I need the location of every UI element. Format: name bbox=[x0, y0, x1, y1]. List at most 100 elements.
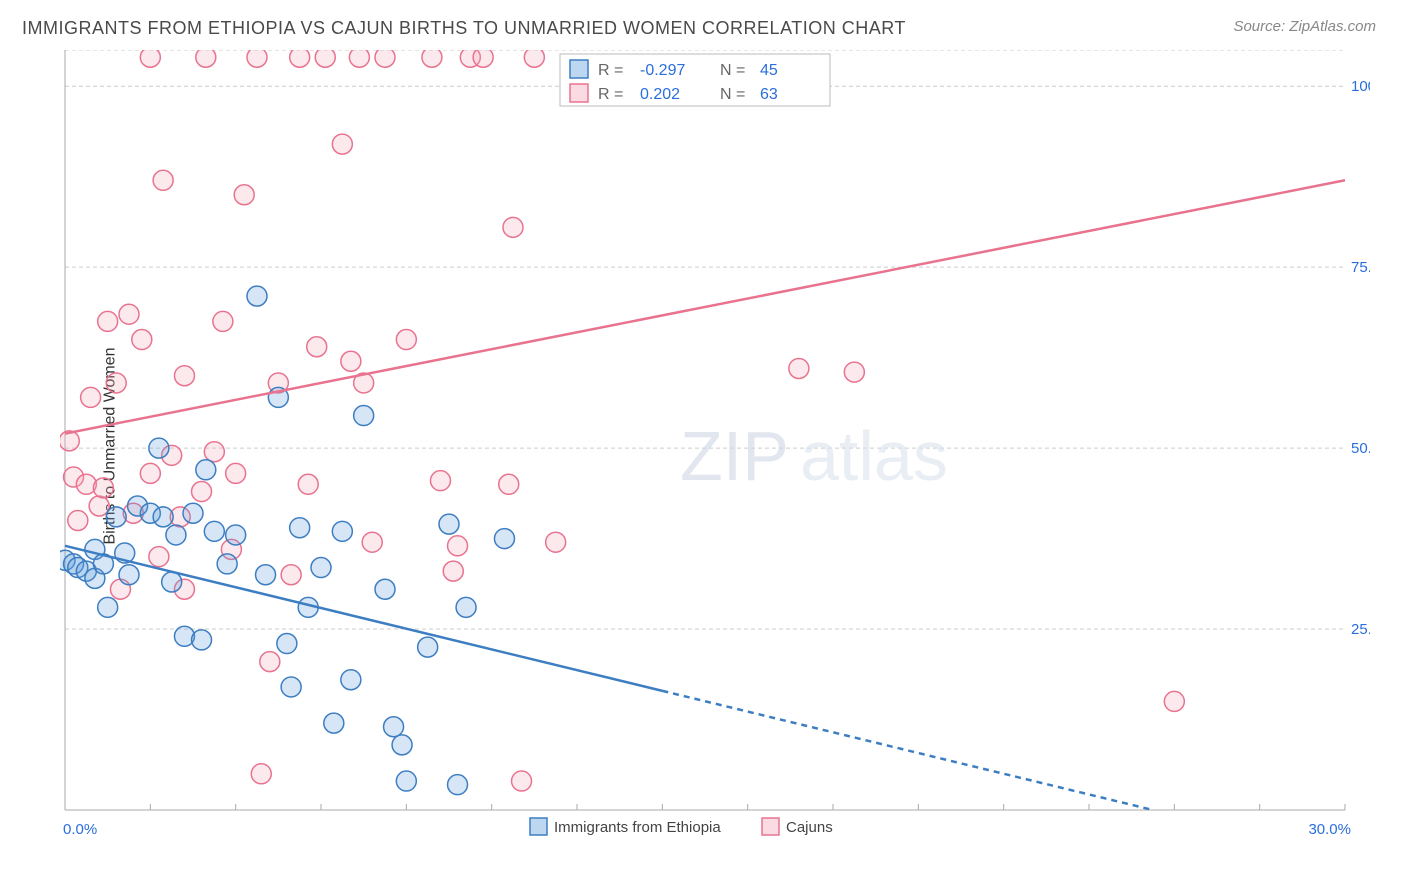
data-point bbox=[290, 518, 310, 538]
data-point bbox=[119, 304, 139, 324]
legend-swatch bbox=[570, 84, 588, 102]
legend-r-value: -0.297 bbox=[640, 62, 685, 79]
y-tick-label: 50.0% bbox=[1351, 440, 1370, 457]
legend-n-label: N = bbox=[720, 86, 745, 103]
data-point bbox=[332, 134, 352, 154]
data-point bbox=[183, 503, 203, 523]
data-point bbox=[443, 561, 463, 581]
data-point bbox=[332, 521, 352, 541]
legend-swatch bbox=[762, 818, 779, 835]
data-point bbox=[1164, 691, 1184, 711]
data-point bbox=[546, 532, 566, 552]
data-point bbox=[81, 387, 101, 407]
x-tick-label: 0.0% bbox=[63, 821, 97, 838]
data-point bbox=[418, 637, 438, 657]
data-point bbox=[153, 507, 173, 527]
data-point bbox=[106, 373, 126, 393]
trend-line bbox=[65, 546, 662, 691]
data-point bbox=[341, 670, 361, 690]
data-point bbox=[247, 286, 267, 306]
watermark: atlas bbox=[800, 417, 948, 495]
data-point bbox=[132, 330, 152, 350]
data-point bbox=[192, 482, 212, 502]
data-point bbox=[512, 771, 532, 791]
trend-line bbox=[65, 180, 1345, 433]
data-point bbox=[499, 474, 519, 494]
data-point bbox=[166, 525, 186, 545]
data-point bbox=[204, 442, 224, 462]
legend-r-value: 0.202 bbox=[640, 86, 680, 103]
data-point bbox=[281, 565, 301, 585]
data-point bbox=[213, 311, 233, 331]
data-point bbox=[362, 532, 382, 552]
data-point bbox=[375, 50, 395, 67]
data-point bbox=[844, 362, 864, 382]
data-point bbox=[277, 634, 297, 654]
data-point bbox=[439, 514, 459, 534]
data-point bbox=[217, 554, 237, 574]
data-point bbox=[140, 50, 160, 67]
data-point bbox=[524, 50, 544, 67]
legend-r-label: R = bbox=[598, 86, 623, 103]
legend-swatch bbox=[570, 60, 588, 78]
data-point bbox=[341, 351, 361, 371]
data-point bbox=[119, 565, 139, 585]
x-tick-label: 30.0% bbox=[1308, 821, 1351, 838]
data-point bbox=[473, 50, 493, 67]
data-point bbox=[174, 366, 194, 386]
watermark: ZIP bbox=[680, 417, 789, 495]
data-point bbox=[260, 652, 280, 672]
data-point bbox=[226, 463, 246, 483]
data-point bbox=[98, 311, 118, 331]
data-point bbox=[281, 677, 301, 697]
data-point bbox=[204, 521, 224, 541]
legend-swatch bbox=[530, 818, 547, 835]
data-point bbox=[354, 406, 374, 426]
data-point bbox=[384, 717, 404, 737]
trend-line-dashed bbox=[662, 691, 1153, 810]
legend-r-label: R = bbox=[598, 62, 623, 79]
data-point bbox=[247, 50, 267, 67]
y-tick-label: 75.0% bbox=[1351, 259, 1370, 276]
data-point bbox=[149, 438, 169, 458]
data-point bbox=[503, 217, 523, 237]
data-point bbox=[149, 547, 169, 567]
data-point bbox=[396, 771, 416, 791]
data-point bbox=[307, 337, 327, 357]
data-point bbox=[256, 565, 276, 585]
data-point bbox=[422, 50, 442, 67]
y-tick-label: 25.0% bbox=[1351, 621, 1370, 638]
data-point bbox=[192, 630, 212, 650]
data-point bbox=[98, 597, 118, 617]
data-point bbox=[68, 510, 88, 530]
correlation-scatter-chart: ZIPatlas25.0%50.0%75.0%100.0%0.0%30.0%R … bbox=[60, 50, 1370, 860]
source-label: Source: ZipAtlas.com bbox=[1233, 18, 1376, 35]
data-point bbox=[196, 460, 216, 480]
data-point bbox=[324, 713, 344, 733]
legend-series-label: Immigrants from Ethiopia bbox=[554, 819, 721, 836]
data-point bbox=[456, 597, 476, 617]
data-point bbox=[196, 50, 216, 67]
data-point bbox=[298, 474, 318, 494]
legend-series-label: Cajuns bbox=[786, 819, 833, 836]
data-point bbox=[153, 170, 173, 190]
legend-n-value: 45 bbox=[760, 62, 778, 79]
data-point bbox=[290, 50, 310, 67]
data-point bbox=[226, 525, 246, 545]
data-point bbox=[162, 572, 182, 592]
data-point bbox=[448, 775, 468, 795]
data-point bbox=[89, 496, 109, 516]
data-point bbox=[234, 185, 254, 205]
data-point bbox=[392, 735, 412, 755]
data-point bbox=[106, 507, 126, 527]
legend-n-value: 63 bbox=[760, 86, 778, 103]
data-point bbox=[789, 358, 809, 378]
legend-n-label: N = bbox=[720, 62, 745, 79]
data-point bbox=[140, 463, 160, 483]
data-point bbox=[430, 471, 450, 491]
data-point bbox=[494, 529, 514, 549]
data-point bbox=[93, 478, 113, 498]
data-point bbox=[251, 764, 271, 784]
data-point bbox=[349, 50, 369, 67]
chart-title: IMMIGRANTS FROM ETHIOPIA VS CAJUN BIRTHS… bbox=[22, 18, 906, 39]
